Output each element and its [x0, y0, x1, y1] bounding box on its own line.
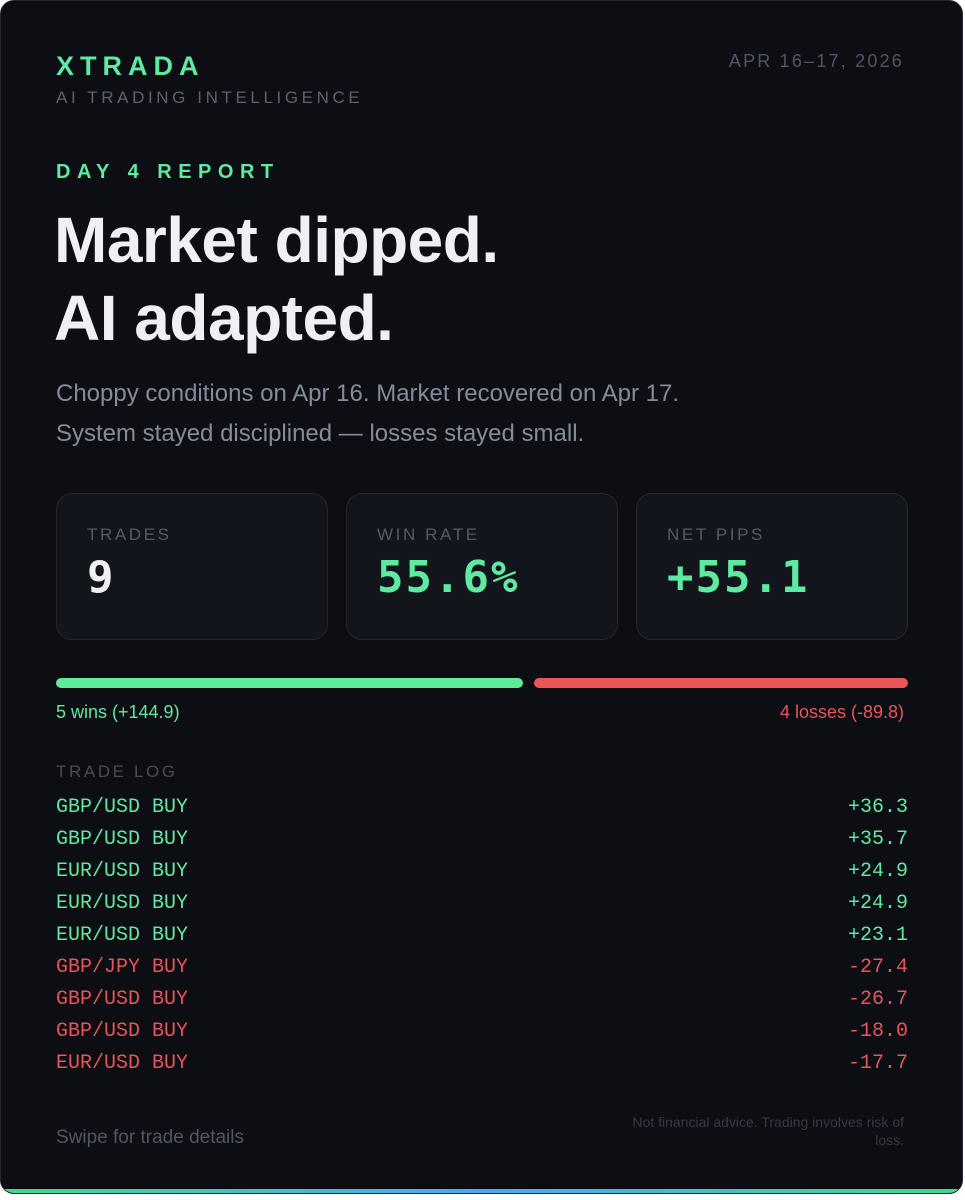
headline-line-2: AI adapted.	[54, 282, 394, 354]
trade-row: GBP/JPY BUY -27.4	[56, 952, 908, 984]
stat-card-net-pips: NET PIPS +55.1	[636, 493, 908, 640]
trade-log: GBP/USD BUY +36.3 GBP/USD BUY +35.7 EUR/USD …	[56, 792, 908, 1080]
trade-log-title: TRADE LOG	[56, 762, 178, 781]
trade-pips: -26.7	[847, 988, 908, 1011]
trade-pips: +24.9	[847, 860, 908, 883]
summary-line-1: Choppy conditions on Apr 16. Market reco…	[56, 380, 680, 407]
wins-bar	[56, 678, 523, 688]
trade-row: GBP/USD BUY -26.7	[56, 984, 908, 1016]
trade-row: GBP/USD BUY +35.7	[56, 824, 908, 856]
trade-pair: EUR/USD BUY	[56, 860, 189, 883]
trade-pair: EUR/USD BUY	[56, 892, 189, 915]
headline: Market dipped. AI adapted.	[54, 201, 499, 357]
trade-pair: GBP/USD BUY	[56, 828, 189, 851]
trade-row: EUR/USD BUY +24.9	[56, 856, 908, 888]
stat-card-win-rate: WIN RATE 55.6%	[346, 493, 618, 640]
date-range: APR 16–17, 2026	[728, 51, 904, 71]
day-label: DAY 4 REPORT	[56, 161, 280, 183]
trade-row: EUR/USD BUY +23.1	[56, 920, 908, 952]
wins-summary: 5 wins (+144.9)	[56, 702, 180, 722]
losses-bar	[534, 678, 908, 688]
trade-pips: +36.3	[847, 796, 908, 819]
trade-pips: -17.7	[847, 1052, 908, 1075]
brand-tagline: AI TRADING INTELLIGENCE	[56, 88, 364, 107]
trade-pair: EUR/USD BUY	[56, 1052, 189, 1075]
trade-pair: GBP/JPY BUY	[56, 956, 189, 979]
trade-pair: EUR/USD BUY	[56, 924, 189, 947]
stat-label: TRADES	[87, 525, 172, 544]
stat-label: NET PIPS	[667, 525, 765, 544]
losses-summary: 4 losses (-89.8)	[779, 702, 904, 722]
stat-label: WIN RATE	[377, 525, 480, 544]
stat-card-trades: TRADES 9	[56, 493, 328, 640]
trade-row: GBP/USD BUY +36.3	[56, 792, 908, 824]
trade-pips: -27.4	[847, 956, 908, 979]
stat-value: 55.6%	[377, 552, 520, 603]
trade-pair: GBP/USD BUY	[56, 796, 189, 819]
swipe-hint: Swipe for trade details	[56, 1127, 244, 1148]
bottom-accent-line	[1, 1189, 962, 1193]
trade-pair: GBP/USD BUY	[56, 988, 189, 1011]
stat-value: 9	[87, 552, 116, 603]
trade-row: EUR/USD BUY +24.9	[56, 888, 908, 920]
headline-line-1: Market dipped.	[54, 204, 499, 276]
disclaimer: Not financial advice. Trading involves r…	[632, 1114, 904, 1148]
trade-pips: +35.7	[847, 828, 908, 851]
trade-row: EUR/USD BUY -17.7	[56, 1048, 908, 1080]
trade-pips: -18.0	[847, 1020, 908, 1043]
summary-text: Choppy conditions on Apr 16. Market reco…	[56, 374, 679, 454]
stat-value: +55.1	[667, 552, 810, 603]
trade-pips: +23.1	[847, 924, 908, 947]
trade-pips: +24.9	[847, 892, 908, 915]
summary-line-2: System stayed disciplined — losses staye…	[56, 420, 585, 447]
trade-pair: GBP/USD BUY	[56, 1020, 189, 1043]
brand-name: XTRADA	[56, 51, 205, 81]
trade-row: GBP/USD BUY -18.0	[56, 1016, 908, 1048]
